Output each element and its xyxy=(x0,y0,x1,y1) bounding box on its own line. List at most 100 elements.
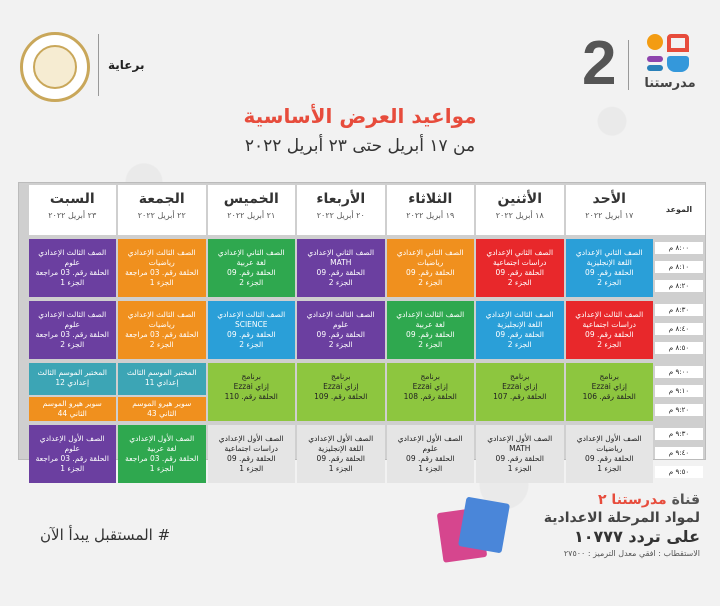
time-slot: ٩:١٠ م xyxy=(655,385,703,397)
program-line: دراسات اجتماعية xyxy=(582,320,636,329)
program-line: الحلقة رقم. 03 مراجعة xyxy=(125,454,199,463)
day-header: الأحد ١٧ أبريل ٢٠٢٢ xyxy=(565,185,653,235)
day-header: السبت ٢٣ أبريل ٢٠٢٢ xyxy=(28,185,116,235)
program-line: برنامج xyxy=(241,372,261,381)
program-cell: الصف الأول الإعدادي دراسات اجتماعية الحلقة… xyxy=(207,425,295,483)
program-line: الصف الثالث الإعدادي xyxy=(38,248,107,257)
program-line: اللغة الإنجليزية xyxy=(586,258,632,267)
channel-logo: مدرستنا xyxy=(640,32,700,108)
day-header: الخميس ٢١ أبريل ٢٠٢٢ xyxy=(207,185,295,235)
program-line: الحلقة رقم. 110 xyxy=(224,392,278,401)
channel-line-name: مدرستنا ٢ xyxy=(598,492,667,508)
program-line: دراسات اجتماعية xyxy=(224,444,278,453)
channel-name: مدرستنا xyxy=(644,76,696,91)
day-date: ٢١ أبريل ٢٠٢٢ xyxy=(227,211,276,220)
program-line: الحلقة رقم. 107 xyxy=(493,392,547,401)
program-line: الجزء 2 xyxy=(60,340,85,349)
program-line: لغة عربية xyxy=(415,320,445,329)
program-cell: برنامج إزاي Ezzai الحلقة رقم. 109 xyxy=(297,363,385,421)
program-line: الجزء 1 xyxy=(60,278,85,287)
program-line: الحلقة رقم. 03 مراجعة xyxy=(125,330,199,339)
channel-divider xyxy=(628,40,629,90)
day-name: الأربعاء xyxy=(316,191,366,207)
materials-line: لمواد المرحلة الاعدادية xyxy=(543,510,700,526)
program-line: إعدادي 11 xyxy=(144,378,179,387)
program-line: الجزء 2 xyxy=(239,278,264,287)
day-header: الجمعة ٢٢ أبريل ٢٠٢٢ xyxy=(118,185,206,235)
program-line: إزاي Ezzai xyxy=(412,382,448,391)
program-line: علوم xyxy=(64,444,80,453)
program-line: الحلقة رقم. 09 xyxy=(316,330,365,339)
program-line: MATH xyxy=(330,258,352,267)
hashtag-slogan: # المستقبل يبدأ الآن xyxy=(40,526,171,544)
time-slot: ٩:٥٠ م xyxy=(655,466,703,478)
time-slot: ٩:٤٠ م xyxy=(655,447,703,459)
program-line: الجزء 2 xyxy=(149,340,174,349)
program-line: الصف الأول الإعدادي xyxy=(397,434,463,443)
program-cell: المختبر الموسم الثالث إعدادي 11 xyxy=(118,363,206,395)
program-cell: الصف الأول الإعدادي MATH الحلقة رقم. 09 الج… xyxy=(476,425,564,483)
program-cell: الصف الثاني الإعدادي MATH الحلقة رقم. 09 ال… xyxy=(297,239,385,297)
program-cell: الصف الثالث الإعدادي رياضيات الحلقة رقم. 0… xyxy=(118,301,206,359)
program-line: الصف الثالث الإعدادي xyxy=(38,310,107,319)
program-line: الجزء 1 xyxy=(149,464,174,473)
program-line: لغة عربية xyxy=(236,258,266,267)
program-line: الحلقة رقم. 09 xyxy=(316,454,365,463)
program-line: الحلقة رقم. 09 xyxy=(227,268,276,277)
program-line: الجزء 1 xyxy=(60,464,85,473)
program-line: الصف الثالث الإعدادي xyxy=(575,310,644,319)
program-line: الحلقة رقم. 09 xyxy=(495,454,544,463)
program-line: رياضيات xyxy=(596,444,623,453)
program-line: اللغة الإنجليزية xyxy=(318,444,364,453)
day-name: الثلاثاء xyxy=(408,191,453,207)
program-cell: الصف الثالث الإعدادي رياضيات الحلقة رقم. 0… xyxy=(118,239,206,297)
program-line: الصف الثالث الإعدادي xyxy=(217,310,286,319)
program-line: الحلقة رقم. 09 xyxy=(495,268,544,277)
day-date: ١٨ أبريل ٢٠٢٢ xyxy=(495,211,544,220)
day-date: ٢٠ أبريل ٢٠٢٢ xyxy=(316,211,365,220)
program-line: الجزء 2 xyxy=(507,340,532,349)
day-name: الخميس xyxy=(223,191,279,207)
program-line: الجزء 1 xyxy=(418,464,443,473)
channel-info: قناة مدرستنا ٢ لمواد المرحلة الاعدادية ع… xyxy=(510,492,700,558)
program-line: الجزء 2 xyxy=(328,340,353,349)
program-cell: الصف الثاني الإعدادي اللغة الإنجليزية الحل… xyxy=(565,239,653,297)
program-line: الصف الثالث الإعدادي xyxy=(306,310,375,319)
program-cell: برنامج إزاي Ezzai الحلقة رقم. 107 xyxy=(476,363,564,421)
program-line: الجزء 2 xyxy=(597,340,622,349)
sponsor-label: برعاية xyxy=(108,58,145,72)
program-line: علوم xyxy=(64,258,80,267)
program-line: MATH xyxy=(509,444,531,453)
program-cell: الصف الأول الإعدادي اللغة الإنجليزية الحلق… xyxy=(297,425,385,483)
program-line: الحلقة رقم. 03 مراجعة xyxy=(35,268,109,277)
program-line: الصف الثاني الإعدادي xyxy=(307,248,375,257)
program-cell: الصف الثالث الإعدادي SCIENCE الحلقة رقم. 0… xyxy=(207,301,295,359)
program-line: دراسات اجتماعية xyxy=(493,258,547,267)
program-line: برنامج xyxy=(599,372,619,381)
time-slot: ٨:١٠ م xyxy=(655,261,703,273)
day-name: الأثنين xyxy=(497,191,542,207)
program-line: الصف الثاني الإعدادي xyxy=(486,248,554,257)
program-line: الصف الثاني الإعدادي xyxy=(575,248,643,257)
program-line: الصف الأول الإعدادي xyxy=(576,434,642,443)
program-line: الصف الأول الإعدادي xyxy=(218,434,284,443)
program-cell: الصف الثاني الإعدادي لغة عربية الحلقة رقم.… xyxy=(207,239,295,297)
program-line: الحلقة رقم. 09 xyxy=(406,454,455,463)
program-line: الحلقة رقم. 109 xyxy=(314,392,368,401)
program-cell: المختبر الموسم الثالث إعدادي 12 xyxy=(28,363,116,395)
day-header: الأثنين ١٨ أبريل ٢٠٢٢ xyxy=(476,185,564,235)
program-line: الحلقة رقم. 09 xyxy=(227,330,276,339)
program-line: علوم xyxy=(64,320,80,329)
program-line: الجزء 2 xyxy=(507,278,532,287)
program-cell: برنامج إزاي Ezzai الحلقة رقم. 110 xyxy=(207,363,295,421)
program-line: الصف الأول الإعدادي xyxy=(308,434,374,443)
page-subtitle: من ١٧ أبريل حتى ٢٣ أبريل ٢٠٢٢ xyxy=(244,136,476,156)
header: برعاية 2 مدرستنا xyxy=(0,22,720,102)
program-line: إزاي Ezzai xyxy=(502,382,538,391)
reception-line: الاستقطاب : افقي معدل الترميز : ٢٧٥٠٠ xyxy=(563,549,700,558)
time-slot: ٨:٣٠ م xyxy=(655,304,703,316)
program-line: الجزء 2 xyxy=(418,278,443,287)
program-line: الحلقة رقم. 03 مراجعة xyxy=(35,330,109,339)
program-cell: الصف الأول الإعدادي رياضيات الحلقة رقم. 09… xyxy=(565,425,653,483)
day-name: الأحد xyxy=(592,191,626,207)
